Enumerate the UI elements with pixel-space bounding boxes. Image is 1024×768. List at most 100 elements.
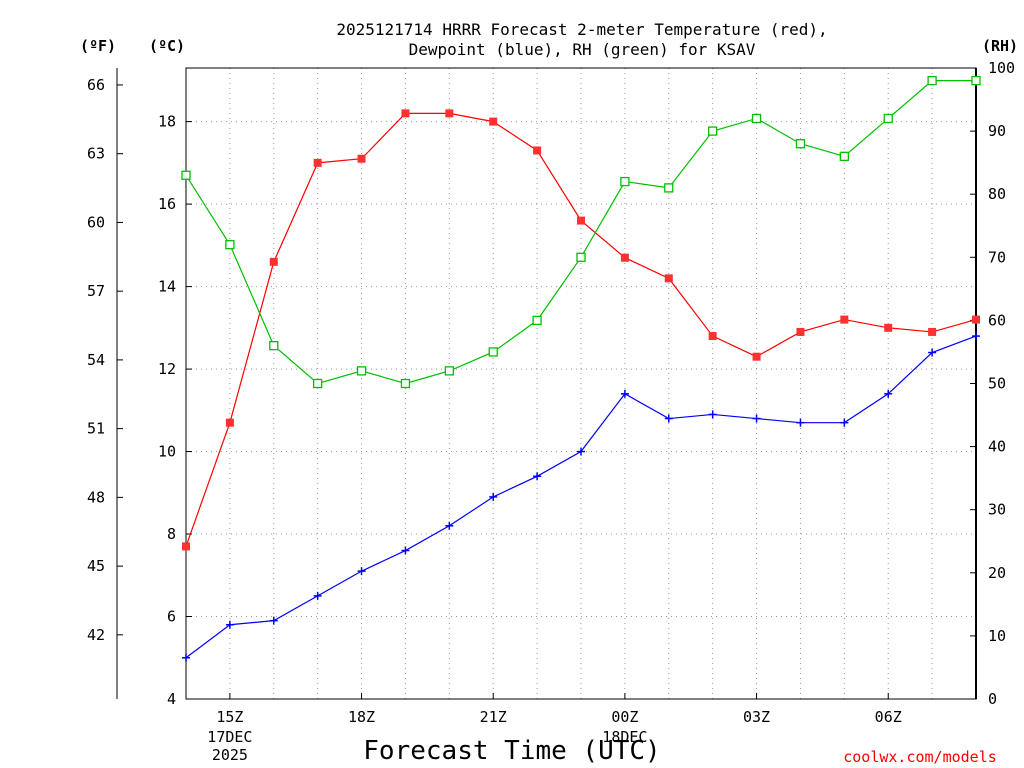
fahrenheit-tick-label: 48 xyxy=(87,488,105,506)
dewp-point xyxy=(533,472,542,481)
rh-point xyxy=(313,378,323,389)
rh-point xyxy=(708,126,718,136)
celsius-tick-label: 18 xyxy=(158,113,176,131)
rh-tick-label: 10 xyxy=(988,627,1006,645)
rh-point xyxy=(400,378,411,389)
date-label: 2025 xyxy=(212,746,248,764)
tick-labels: 42 45 48 51 54 57 60 63 66 4 6 8 10 12 14 16 18 0 10 20 30 40… xyxy=(87,59,1015,764)
axes xyxy=(116,67,977,700)
rh-point xyxy=(225,240,235,250)
dewp-point xyxy=(620,389,629,398)
celsius-tick-label: 6 xyxy=(167,608,176,626)
date-label: 18DEC xyxy=(602,728,647,746)
temp-point xyxy=(533,146,542,155)
dewp-point xyxy=(884,389,893,398)
rh-tick-label: 80 xyxy=(988,185,1006,203)
temp-point xyxy=(445,109,454,118)
dewp-point xyxy=(182,653,190,662)
date-label: 17DEC xyxy=(207,728,252,746)
celsius-unit-label: (ºC) xyxy=(149,37,185,55)
rh-tick-label: 30 xyxy=(988,501,1006,519)
rh-point xyxy=(269,340,279,351)
x-axis-label: Forecast Time (UTC) xyxy=(363,736,660,766)
celsius-tick-label: 12 xyxy=(158,360,176,378)
dewp-point xyxy=(972,332,980,341)
rh-tick-label: 20 xyxy=(988,564,1006,582)
x-tick-label: 18Z xyxy=(348,708,375,726)
dewp-point xyxy=(357,567,366,576)
rh-point xyxy=(971,75,981,86)
rh-point xyxy=(664,183,674,193)
fahrenheit-tick-label: 60 xyxy=(87,213,105,231)
rh-point xyxy=(444,366,454,376)
dewp-line xyxy=(185,335,977,659)
temp-point xyxy=(225,418,234,427)
rh-point xyxy=(356,366,367,376)
fahrenheit-tick-label: 54 xyxy=(87,351,105,369)
temp-point xyxy=(620,253,629,262)
celsius-tick-label: 8 xyxy=(167,525,176,543)
rh-point xyxy=(576,252,586,262)
celsius-tick-label: 4 xyxy=(167,690,176,708)
celsius-tick-label: 14 xyxy=(158,278,176,296)
rh-tick-label: 40 xyxy=(988,438,1006,456)
dewp-point xyxy=(577,447,585,456)
chart-subtitle: Dewpoint (blue), RH (green) for KSAV xyxy=(409,40,756,59)
temp-point xyxy=(269,257,278,266)
temp-point xyxy=(182,542,190,551)
dewp-point xyxy=(269,616,278,625)
temp-point xyxy=(796,327,805,336)
chart-title: 2025121714 HRRR Forecast 2-meter Tempera… xyxy=(336,20,827,39)
fahrenheit-tick-label: 51 xyxy=(87,420,105,438)
rh-point xyxy=(532,315,542,326)
credit-link[interactable]: coolwx.com/models xyxy=(843,748,997,766)
rh-point xyxy=(751,113,762,124)
fahrenheit-tick-label: 63 xyxy=(87,145,105,163)
rh-point xyxy=(795,139,806,149)
fahrenheit-tick-label: 45 xyxy=(87,557,105,575)
dewp-point xyxy=(752,414,761,423)
fahrenheit-tick-label: 66 xyxy=(87,76,105,94)
x-tick-label: 03Z xyxy=(743,708,770,726)
rh-point xyxy=(181,170,191,180)
fahrenheit-tick-label: 57 xyxy=(87,282,105,300)
rh-tick-label: 60 xyxy=(988,311,1006,329)
rh-point xyxy=(488,347,498,357)
temp-point xyxy=(489,117,498,126)
temp-point xyxy=(577,216,585,225)
temp-point xyxy=(884,323,893,332)
temp-point xyxy=(708,332,717,341)
celsius-tick-label: 16 xyxy=(158,195,176,213)
dewp-point xyxy=(401,546,410,555)
series-markers xyxy=(181,75,981,662)
temp-point xyxy=(313,158,322,167)
rh-point xyxy=(883,113,893,124)
x-tick-label: 15Z xyxy=(216,708,243,726)
rh-tick-label: 90 xyxy=(988,122,1006,140)
fahrenheit-tick-label: 42 xyxy=(87,626,105,644)
dewp-point xyxy=(708,410,717,419)
x-tick-label: 06Z xyxy=(875,708,902,726)
temp-point xyxy=(972,315,980,324)
celsius-tick-label: 10 xyxy=(158,443,176,461)
rh-point xyxy=(927,75,937,86)
rh-tick-label: 100 xyxy=(988,59,1015,77)
dewp-point xyxy=(225,620,234,629)
dewp-point xyxy=(445,521,454,530)
dewp-point xyxy=(840,418,849,427)
temp-point xyxy=(357,154,366,163)
grid-lines xyxy=(186,68,976,699)
rh-tick-label: 70 xyxy=(988,248,1006,266)
temp-point xyxy=(664,274,673,283)
rh-unit-label: (RH) xyxy=(982,37,1018,55)
dewp-point xyxy=(928,348,937,357)
x-tick-label: 00Z xyxy=(611,708,638,726)
rh-tick-label: 50 xyxy=(988,375,1006,393)
temp-point xyxy=(928,327,937,336)
x-tick-label: 21Z xyxy=(480,708,507,726)
fahrenheit-unit-label: (ºF) xyxy=(80,37,116,55)
dewp-point xyxy=(796,418,805,427)
rh-point xyxy=(620,176,630,187)
rh-point xyxy=(839,151,849,161)
